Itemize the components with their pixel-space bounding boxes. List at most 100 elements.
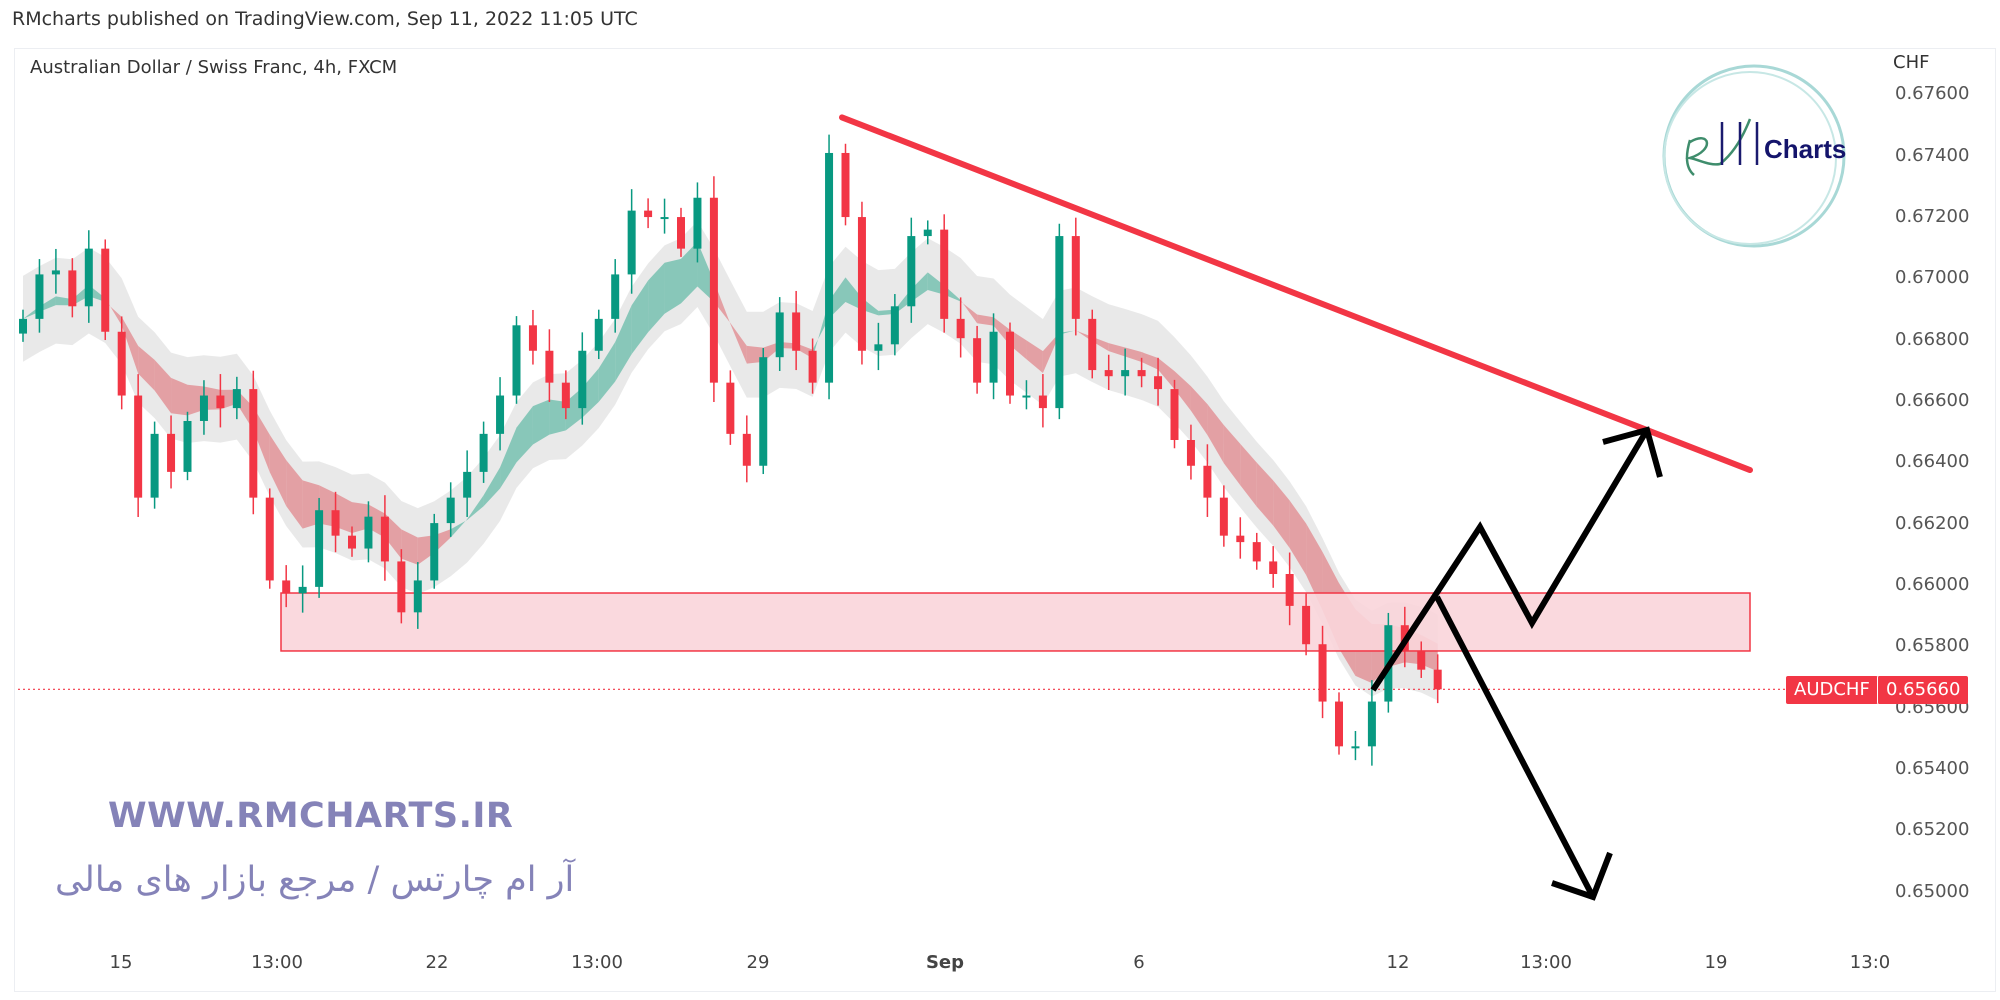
ribbon-segment [39,296,56,312]
time-tick: 13:0 [1849,952,1891,973]
price-tick: 0.67200 [1895,206,1970,228]
ribbon-segment [220,389,237,410]
ribbon-segment [88,284,106,302]
candle-body [479,433,488,472]
candle-body [265,497,274,581]
candle-body [183,420,192,472]
candle-body [561,382,570,409]
candle-body [35,274,44,319]
ribbon-segment [384,513,402,559]
candle-body [134,395,143,498]
ribbon-segment [532,399,550,445]
candle-body [742,433,751,466]
ribbon-segment [253,407,270,473]
ribbon-segment [1141,352,1159,370]
ribbon-segment [911,272,928,302]
candle-body [528,325,537,351]
time-tick: 15 [109,952,133,973]
candle-body [150,433,159,498]
candle-body [775,312,784,358]
ribbon-segment [236,389,254,430]
ribbon-segment [631,280,649,355]
candle-body [578,350,587,409]
candle-body [282,580,291,594]
ribbon-segment [302,480,320,529]
time-tick: 19 [1704,952,1728,973]
ribbon-segment [944,285,961,302]
ribbon-segment [713,281,731,324]
published-caption: RMcharts published on TradingView.com, S… [12,8,638,30]
candle-body [1121,370,1130,377]
candle-body [1433,669,1442,690]
symbol-title: Australian Dollar / Swiss Franc, 4h, FXC… [30,57,398,78]
ribbon-segment [121,316,139,374]
candle-body [1236,535,1245,543]
candle-body [249,389,258,498]
projection-arrows [1370,426,1663,901]
ribbon-segment [977,314,994,326]
candle-body [117,331,126,396]
candle-body [1006,331,1014,396]
candle-body [1088,318,1097,371]
ribbon-segment [861,297,879,316]
ribbon-segment [1223,425,1241,486]
ribbon-segment [763,342,780,362]
ribbon-segment [352,502,369,533]
candle-body [1335,701,1343,747]
candle-body [199,395,208,421]
last-price-badge: 0.65660 [1877,676,1969,704]
candle-body [315,510,324,587]
ribbon-segment [894,289,912,314]
candle-body [940,229,949,319]
ribbon-segment [154,359,172,414]
candle-body [627,210,636,275]
ribbon-segment [450,519,468,538]
watermark-persian: آر ام چارتس / مرجع بازار های مالی [55,860,575,900]
time-tick: Sep [925,952,965,973]
candle-body [331,510,340,536]
candle-body [397,561,406,613]
candle-body [841,152,850,218]
price-tick: 0.66000 [1895,574,1970,596]
candle-body [709,197,718,383]
time-tick: 13:00 [251,952,303,973]
candle-body [677,217,685,249]
candle-body [874,344,883,351]
candle-body [1219,497,1228,536]
ribbon-segment [1306,523,1323,611]
time-tick: 13:00 [571,952,623,973]
ribbon-segment [1174,371,1191,411]
candle-body [1318,644,1327,702]
bearish-path-arrow [1434,595,1596,899]
ribbon-segment [500,427,517,489]
candle-body [430,523,439,581]
time-tick: 22 [425,952,449,973]
symbol-badge: AUDCHF [1786,676,1878,704]
candle-body [693,197,702,249]
ribbon-segment [812,300,830,359]
ribbon-segment [829,277,846,319]
candle-body [463,471,472,498]
candle-body [890,306,899,345]
candle-body [973,338,982,383]
ribbon-segment [1273,480,1290,549]
ribbon-segment [72,284,89,306]
candle-body [19,318,27,334]
ribbon-segment [1026,340,1043,373]
candle-body [84,248,93,307]
candle-body [380,516,389,562]
ribbon-segment [368,504,385,538]
ribbon-segment [1125,347,1142,362]
ribbon-segment [779,342,797,349]
ribbon-segment [483,467,501,507]
ribbon-segment [335,493,352,533]
ribbon-segment [648,262,665,333]
candle-body [1055,236,1064,409]
candle-body [1170,389,1179,440]
candle-body [364,516,373,549]
ribbon-segment [467,495,484,521]
candle-body [1154,376,1163,390]
candle-body [545,350,554,383]
ribbon-segment [138,345,155,391]
